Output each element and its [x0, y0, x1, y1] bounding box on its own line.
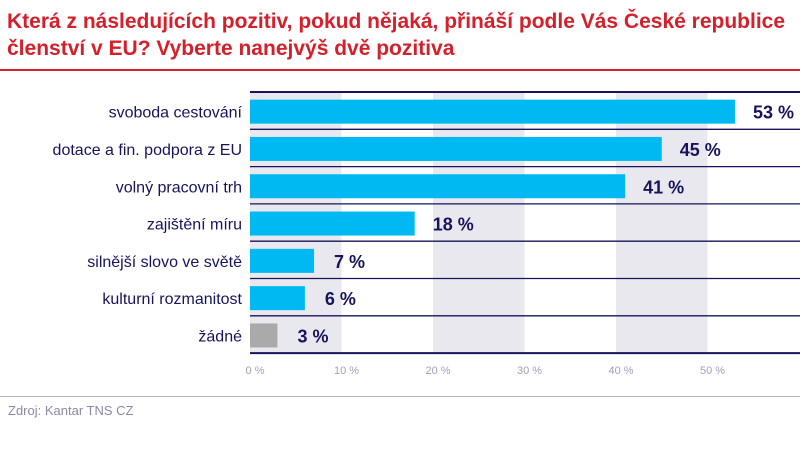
tick-label: 20 % — [425, 365, 450, 377]
bar — [250, 174, 626, 199]
source-note: Zdroj: Kantar TNS CZ — [8, 403, 134, 418]
title-divider — [0, 69, 800, 71]
grid-band — [616, 92, 708, 354]
bar — [250, 136, 662, 161]
bar — [250, 323, 278, 348]
bar-chart: 0 % 10 % 20 % 30 % 40 % 50 % svoboda cestování… — [53, 91, 800, 377]
grid-band — [433, 92, 525, 354]
category-label: silnější slovo ve světě — [87, 254, 242, 271]
bar — [250, 248, 315, 273]
value-label: 6 % — [325, 289, 356, 309]
value-label: 18 % — [433, 215, 474, 235]
value-label: 3 % — [297, 326, 328, 346]
tick-label: 40 % — [608, 365, 633, 377]
category-label: kulturní rozmanitost — [102, 291, 242, 308]
category-label: žádné — [198, 328, 242, 345]
value-label: 45 % — [680, 140, 721, 160]
source-divider — [0, 396, 800, 397]
category-label: svoboda cestování — [109, 105, 243, 122]
tick-label: 0 % — [246, 365, 265, 377]
value-label: 53 % — [753, 103, 794, 123]
tick-label: 30 % — [517, 365, 542, 377]
tick-label: 50 % — [700, 365, 725, 377]
category-label: zajištění míru — [147, 217, 242, 234]
bar — [250, 286, 305, 311]
bar — [250, 99, 735, 124]
tick-label: 10 % — [334, 365, 359, 377]
bar — [250, 211, 415, 236]
value-label: 41 % — [643, 177, 684, 197]
chart-title: Která z následujících pozitiv, pokud něj… — [7, 10, 786, 60]
value-label: 7 % — [334, 252, 365, 272]
category-label: dotace a fin. podpora z EU — [53, 142, 242, 159]
category-label: volný pracovní trh — [116, 179, 242, 196]
